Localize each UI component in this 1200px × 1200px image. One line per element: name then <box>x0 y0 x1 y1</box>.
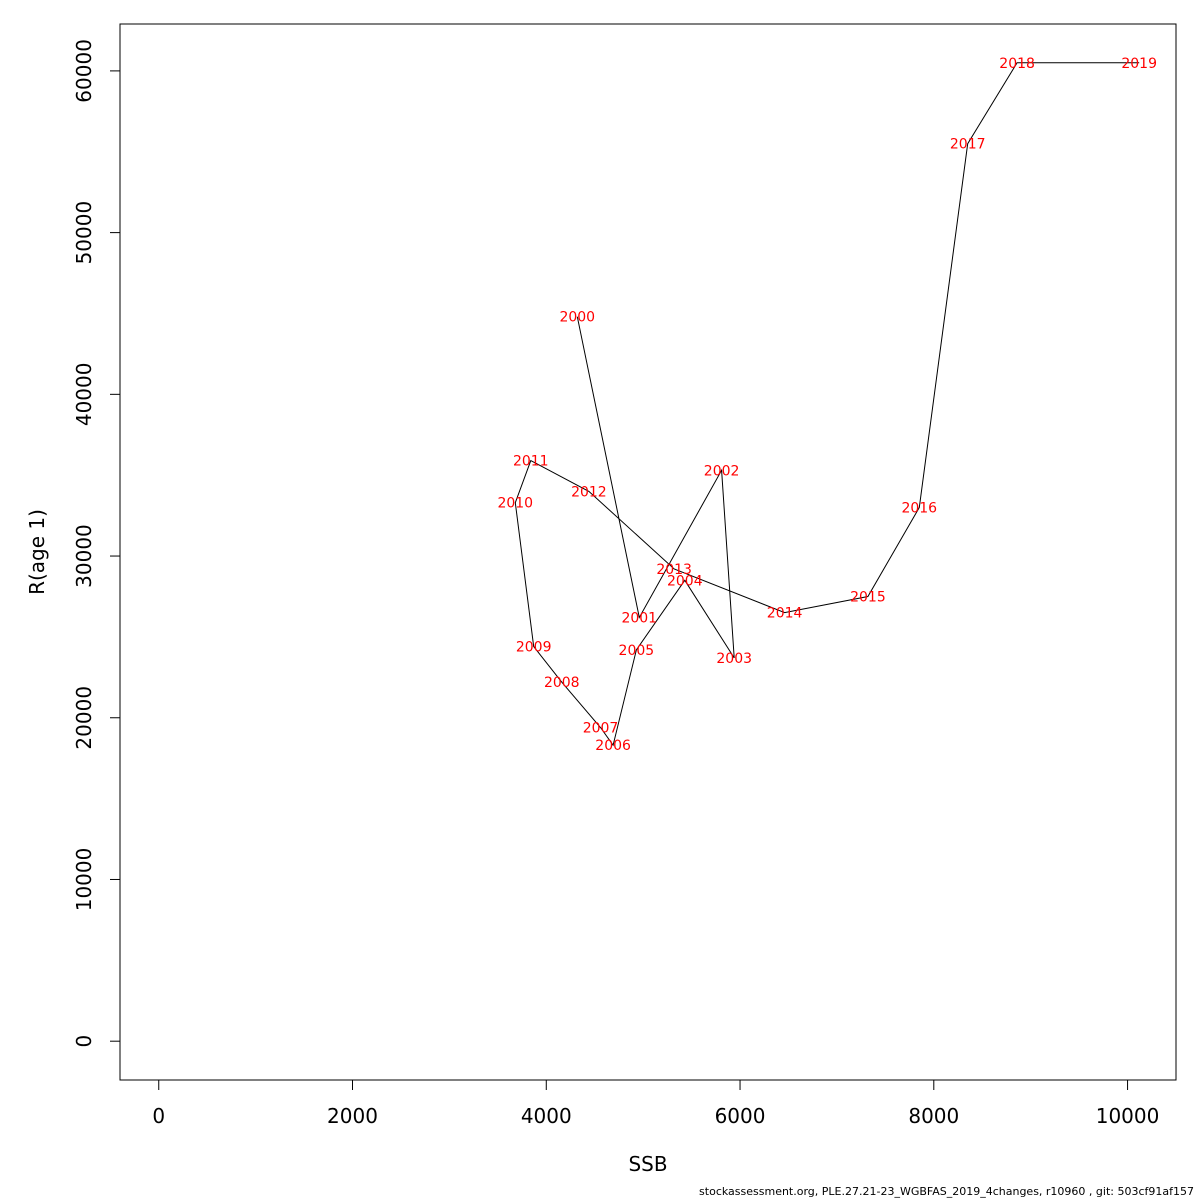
point-label-2005: 2005 <box>619 643 655 659</box>
point-label-2014: 2014 <box>767 606 803 622</box>
year-labels: 2000 2001 2002 2003 2004 2005 2006 2007 2008 2009… <box>497 56 1157 754</box>
x-tick-label-6000: 6000 <box>715 1104 766 1128</box>
y-tick-label-30000: 30000 <box>72 524 96 588</box>
point-label-2006: 2006 <box>595 738 631 754</box>
x-axis: 0 2000 4000 6000 8000 10000 <box>152 1079 1160 1128</box>
ssb-recruitment-line <box>514 62 1140 747</box>
x-tick-label-4000: 4000 <box>521 1104 572 1128</box>
point-label-2011: 2011 <box>513 454 549 470</box>
plot-frame <box>119 23 1177 1081</box>
point-label-2008: 2008 <box>544 675 580 691</box>
point-label-2004: 2004 <box>667 573 703 589</box>
x-tick-label-0: 0 <box>152 1104 165 1128</box>
x-tick-label-8000: 8000 <box>908 1104 959 1128</box>
point-label-2007: 2007 <box>583 720 619 736</box>
point-label-2001: 2001 <box>621 610 657 626</box>
point-label-2000: 2000 <box>559 310 595 326</box>
y-tick-label-50000: 50000 <box>72 201 96 265</box>
point-label-2009: 2009 <box>516 640 552 656</box>
y-tick-label-20000: 20000 <box>72 686 96 750</box>
x-axis-title: SSB <box>628 1152 667 1176</box>
point-label-2015: 2015 <box>850 589 886 605</box>
y-axis: 0 10000 20000 30000 40000 50000 60000 <box>72 39 121 1048</box>
point-label-2013: 2013 <box>656 562 692 578</box>
point-label-2016: 2016 <box>901 501 937 517</box>
y-tick-label-0: 0 <box>72 1035 96 1048</box>
y-tick-label-40000: 40000 <box>72 363 96 427</box>
point-label-2017: 2017 <box>950 137 986 153</box>
y-tick-label-60000: 60000 <box>72 39 96 103</box>
series-path <box>514 62 1140 747</box>
point-label-2018: 2018 <box>999 56 1035 72</box>
point-label-2019: 2019 <box>1121 56 1157 72</box>
point-label-2003: 2003 <box>716 651 752 667</box>
point-label-2002: 2002 <box>704 463 740 479</box>
point-label-2010: 2010 <box>497 496 533 512</box>
point-label-2012: 2012 <box>571 484 607 500</box>
y-axis-title: R(age 1) <box>25 509 49 595</box>
footer-note: stockassessment.org, PLE.27.21-23_WGBFAS… <box>699 1185 1194 1198</box>
y-tick-label-10000: 10000 <box>72 848 96 912</box>
x-tick-label-2000: 2000 <box>327 1104 378 1128</box>
x-tick-label-10000: 10000 <box>1096 1104 1160 1128</box>
